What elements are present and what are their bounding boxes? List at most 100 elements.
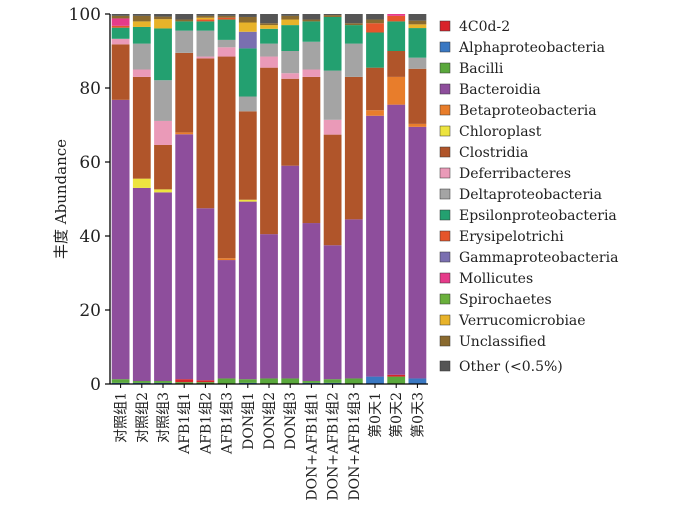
bar-segment	[323, 134, 342, 246]
bar-segment	[408, 126, 427, 379]
bar-segment	[175, 14, 194, 20]
bar-segment	[387, 104, 406, 375]
x-tick-label: DON组1	[241, 392, 257, 450]
bar-segment	[366, 110, 384, 116]
bar-segment	[281, 51, 300, 74]
bar-segment	[132, 15, 151, 22]
legend-swatch	[439, 272, 451, 284]
bar-segment	[196, 30, 215, 57]
bar-segment	[196, 56, 215, 59]
legend-swatch	[439, 41, 451, 53]
bar-segment	[154, 14, 172, 17]
bar-segment	[238, 22, 257, 32]
bar-segment	[111, 99, 130, 380]
bar-segment	[196, 19, 215, 22]
bar-segment	[217, 39, 236, 48]
bar-segment	[323, 15, 342, 17]
legend-label: Betaproteobacteria	[459, 103, 597, 119]
legend-swatch	[439, 360, 451, 372]
bar-segment	[111, 44, 130, 100]
bar-segment	[154, 19, 172, 29]
bar-segment	[154, 80, 172, 121]
bar-segment	[238, 14, 257, 17]
bar-stack	[154, 14, 172, 384]
x-tick-label: DON+AFB1组1	[304, 392, 320, 501]
bar-segment	[175, 379, 194, 383]
bar-segment	[111, 14, 130, 16]
bar-segment	[387, 51, 406, 77]
bar-segment	[154, 381, 172, 383]
bar-segment	[366, 19, 384, 24]
bar-segment	[366, 23, 384, 33]
x-tick-label: 第0天3	[409, 392, 426, 438]
bar-stack	[260, 14, 278, 384]
bar-segment	[281, 73, 300, 79]
legend-label: Clostridia	[459, 145, 528, 161]
bar-segment	[323, 245, 342, 380]
y-tick-label: 20	[79, 301, 101, 321]
legend-item: Unclassified	[439, 334, 546, 350]
bar-segment	[238, 16, 257, 23]
bar-stack	[323, 14, 342, 384]
bar-segment	[302, 14, 321, 20]
x-tick-label: DON组3	[283, 392, 299, 450]
x-tick-label: 对照组1	[114, 392, 130, 443]
bar-segment	[408, 24, 427, 29]
bar-segment	[323, 14, 342, 16]
legend-swatch	[439, 314, 451, 326]
bar-segment	[154, 16, 172, 20]
legend-item: Verrucomicrobiae	[439, 313, 586, 329]
bar-segment	[111, 18, 130, 26]
bar-segment	[408, 123, 427, 127]
bar-segment	[260, 378, 278, 384]
bar-segment	[132, 43, 151, 70]
y-tick-label: 80	[79, 79, 101, 99]
legend-item: Gammaproteobacteria	[439, 250, 618, 266]
bars-layer	[111, 14, 427, 384]
bar-segment	[217, 47, 236, 57]
bar-segment	[238, 201, 257, 380]
legend-swatch	[439, 20, 451, 32]
legend-label: Chloroplast	[459, 124, 542, 140]
legend-item: Spirochaetes	[439, 292, 552, 308]
bar-segment	[302, 69, 321, 77]
bar-segment	[217, 14, 236, 16]
bar-segment	[111, 25, 130, 28]
bar-segment	[302, 76, 321, 224]
bar-stack	[111, 14, 130, 384]
bar-segment	[175, 52, 194, 133]
bar-segment	[217, 378, 236, 384]
bar-segment	[408, 378, 427, 384]
legend-item: Betaproteobacteria	[439, 103, 597, 119]
bar-segment	[302, 381, 321, 383]
bar-segment	[132, 21, 151, 27]
bar-segment	[217, 56, 236, 259]
legend-swatch	[439, 230, 451, 242]
bar-segment	[323, 16, 342, 71]
bar-segment	[344, 25, 363, 44]
bar-stack	[344, 14, 363, 384]
legend-swatch	[439, 167, 451, 179]
bar-segment	[387, 15, 406, 22]
bar-segment	[344, 23, 363, 26]
bar-segment	[238, 96, 257, 112]
bar-segment	[281, 165, 300, 379]
legend-item: Alphaproteobacteria	[439, 40, 605, 56]
bar-segment	[260, 14, 278, 24]
bar-segment	[238, 199, 257, 202]
bar-segment	[175, 30, 194, 53]
legend-swatch	[439, 146, 451, 158]
bar-segment	[366, 67, 384, 111]
legend-label: Deferribacteres	[459, 166, 571, 182]
bar-segment	[281, 15, 300, 20]
bar-segment	[175, 132, 194, 135]
bar-segment	[344, 14, 363, 24]
bar-segment	[175, 21, 194, 31]
bar-segment	[408, 57, 427, 69]
bar-segment	[217, 19, 236, 40]
legend-swatch	[439, 125, 451, 137]
bar-segment	[217, 15, 236, 18]
legend-label: Other (<0.5%)	[459, 359, 563, 375]
legend-item: 4C0d-2	[439, 19, 510, 35]
bar-segment	[281, 19, 300, 26]
